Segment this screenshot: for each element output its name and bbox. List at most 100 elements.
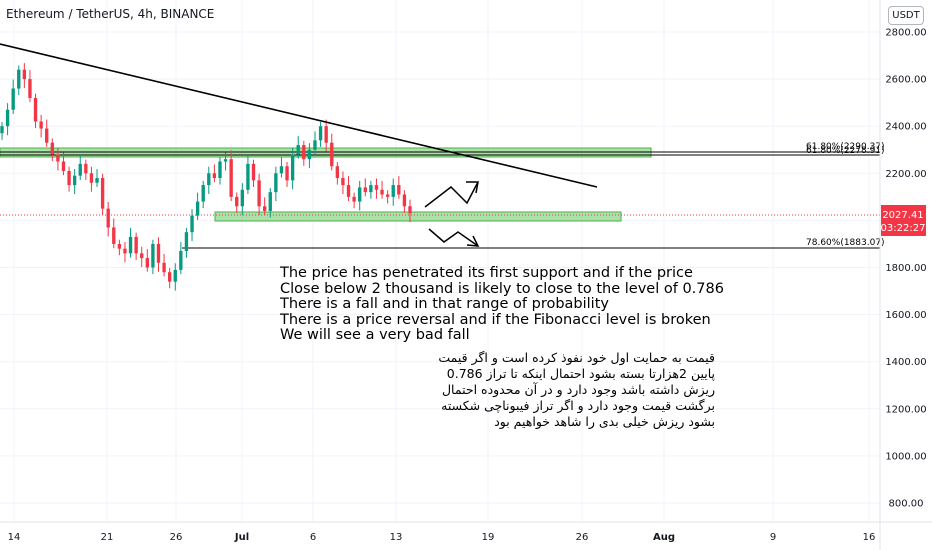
price-tick-label: 2600.00	[885, 75, 926, 86]
time-tick-label: Aug	[653, 532, 675, 543]
candle-body	[5, 109, 10, 127]
candle-body	[240, 189, 245, 207]
candle-body	[223, 159, 228, 162]
english-annotation: The price has penetrated its first suppo…	[280, 265, 724, 344]
candle-body	[173, 269, 177, 282]
candle-body	[296, 145, 300, 155]
candle-body	[358, 187, 362, 202]
candle-body	[33, 97, 38, 122]
bearish-arrow	[428, 228, 479, 247]
candle-body	[391, 185, 395, 197]
trendline	[0, 43, 598, 188]
candle-body	[50, 142, 54, 155]
bearish-arrowhead	[466, 235, 480, 247]
candle-body	[179, 251, 183, 270]
candle-body	[385, 194, 390, 197]
time-tick-label: 14	[8, 532, 21, 543]
candle-body	[235, 196, 239, 207]
candle-body	[156, 243, 161, 263]
candle-body	[257, 180, 261, 207]
time-axis: 14 21 26 Jul 6 13 19 26 Aug 9 16	[8, 532, 876, 543]
candle-body	[140, 253, 144, 259]
candle-body	[67, 170, 71, 186]
candle-body	[106, 208, 110, 228]
price-tick-label: 1600.00	[885, 310, 926, 321]
price-tick-label: 2200.00	[885, 169, 926, 180]
price-badge-value: 2027.41	[882, 210, 923, 221]
candle-body	[397, 185, 401, 195]
candle-body	[302, 145, 306, 160]
candle-body	[167, 272, 172, 282]
candle-body	[28, 79, 32, 98]
time-tick-label: 21	[101, 532, 114, 543]
candle-body	[184, 232, 189, 252]
symbol-title: Ethereum / TetherUS, 4h, BINANCE	[6, 7, 215, 21]
candle-body	[56, 154, 60, 162]
candle-body	[207, 173, 211, 186]
candle-body	[117, 243, 122, 249]
price-axis: 2800.002600.002400.002200.002000.001800.…	[885, 28, 926, 510]
time-tick-label: 26	[576, 532, 589, 543]
candle-body	[290, 154, 295, 181]
candle-body	[285, 166, 289, 181]
candle-body	[318, 126, 323, 141]
candle-body	[218, 161, 222, 179]
price-tick-label: 1200.00	[885, 404, 926, 415]
candle-body	[45, 128, 49, 143]
candle-body	[408, 206, 412, 214]
persian-annotation: قیمت به حمایت اول خود نفوذ کرده است و اگ…	[438, 350, 715, 429]
candle-body	[134, 236, 138, 254]
price-badge	[881, 205, 926, 236]
fib-618-label-overlap: 61.80%(2278.91)	[806, 146, 885, 156]
candle-body	[190, 215, 194, 233]
candle-body	[352, 196, 356, 202]
bullish-arrowhead	[466, 181, 479, 194]
time-tick-label: 6	[310, 532, 316, 543]
time-tick-label: 9	[770, 532, 776, 543]
candle-body	[17, 69, 21, 89]
time-tick-label: Jul	[234, 532, 249, 543]
candle-body	[380, 189, 384, 195]
candle-body	[195, 201, 200, 216]
candle-body	[100, 178, 105, 209]
candle-body	[374, 185, 379, 190]
candle-body	[229, 159, 233, 197]
candle-body	[279, 166, 284, 174]
candle-body	[0, 126, 4, 134]
time-tick-label: 26	[170, 532, 183, 543]
candle-body	[330, 142, 334, 167]
bullish-arrow	[424, 181, 479, 208]
price-tick-label: 1000.00	[885, 451, 926, 462]
candle-body	[268, 192, 272, 211]
candle-body	[246, 163, 250, 190]
fib-618-label: 61.80%(2290.37)	[806, 142, 885, 152]
price-badge-countdown: 03:22:27	[881, 223, 926, 234]
chart-grid	[0, 0, 880, 522]
candle-body	[39, 121, 43, 129]
time-tick-label: 16	[863, 532, 876, 543]
price-tick-label: 1800.00	[885, 263, 926, 274]
candle-body	[369, 185, 373, 193]
candle-body	[346, 185, 351, 197]
candle-body	[95, 178, 99, 183]
candle-body	[128, 236, 133, 254]
candle-body	[151, 243, 155, 268]
currency-button[interactable]: USDT	[888, 6, 924, 25]
candle-body	[84, 163, 88, 174]
candle-body	[341, 178, 345, 186]
candle-body	[89, 173, 94, 183]
candle-body	[324, 126, 328, 143]
candle-body	[335, 166, 340, 179]
candle-body	[313, 140, 317, 150]
candle-body	[112, 227, 116, 244]
candles	[0, 63, 412, 291]
candle-body	[251, 163, 256, 181]
price-tick-label: 2400.00	[885, 122, 926, 133]
candle-body	[123, 248, 127, 254]
candle-body	[263, 206, 267, 211]
price-tick-label: 2800.00	[885, 28, 926, 39]
candle-body	[363, 187, 367, 193]
price-tick-label: 800.00	[889, 499, 924, 510]
candle-body	[212, 173, 217, 179]
